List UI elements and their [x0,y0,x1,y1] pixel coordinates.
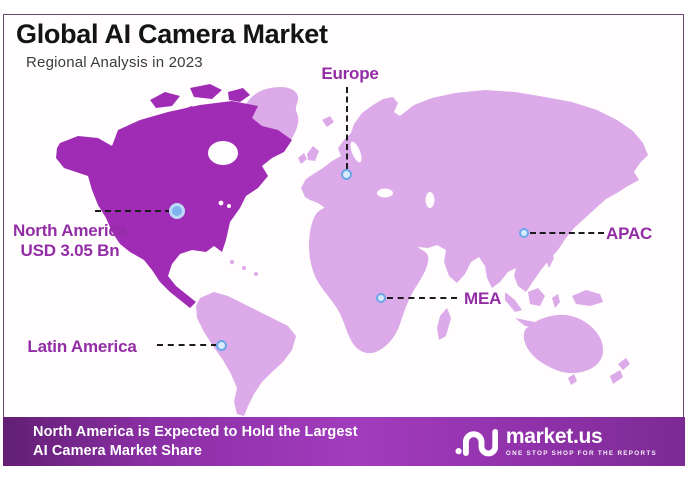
region-sumatra [505,292,522,312]
region-madagascar [437,308,451,340]
region-japan-south [562,206,571,220]
page-subtitle: Regional Analysis in 2023 [26,53,203,71]
region-australia [523,314,604,373]
region-sakhalin [584,165,592,188]
map-marker-mea [376,293,386,303]
region-caribbean-2 [242,266,246,270]
header: Global AI Camera Market Regional Analysi… [16,19,328,71]
leader-line-mea [387,297,457,299]
market-us-logo-icon [455,428,498,456]
region-ireland [298,153,307,164]
map-marker-north-america [169,203,185,219]
baltic-sea [350,141,362,163]
leader-line-apac [530,232,604,234]
region-sulawesi [552,294,560,308]
page-title: Global AI Camera Market [16,19,328,49]
region-philippines [545,250,554,268]
region-africa [309,203,429,354]
region-arctic-islands-5 [210,102,230,116]
banner-message-line2: AI Camera Market Share [33,442,203,459]
callout-mea: MEA [464,289,514,309]
region-arctic-islands-2 [190,84,222,99]
region-arctic-islands-1 [150,92,180,108]
region-iceland [322,116,334,127]
region-south-america [196,292,296,416]
callout-latin-america-label: Latin America [27,337,137,356]
region-caribbean-1 [229,259,235,265]
region-nz-north [618,358,630,370]
region-caribbean-3 [254,272,258,276]
region-borneo [528,288,545,306]
banner-message: North America is Expected to Hold the La… [3,423,454,460]
great-lake-1 [218,200,224,206]
map-marker-apac [519,228,529,238]
map-marker-europe [341,169,352,180]
callout-north-america: North America USD 3.05 Bn [6,221,134,262]
region-uk [307,146,319,161]
brand-name: market.us [505,425,603,448]
callout-europe-label: Europe [321,64,379,83]
leader-line-latin-america [157,344,217,346]
brand-tagline: ONE STOP SHOP FOR THE REPORTS [505,450,657,457]
callout-north-america-value: USD 3.05 Bn [20,241,120,261]
callout-apac-label: APAC [606,224,653,243]
caspian-sea [425,192,435,208]
region-tasmania [568,374,577,385]
callout-europe: Europe [300,64,400,84]
callout-apac: APAC [606,224,666,244]
leader-line-north-america [95,210,171,212]
brand-text: market.us ONE STOP SHOP FOR THE REPORTS [506,426,657,457]
callout-mea-label: MEA [464,289,502,308]
region-new-guinea [572,290,603,306]
brand-lockup: market.us ONE STOP SHOP FOR THE REPORTS [454,424,685,460]
key-takeaway-banner: North America is Expected to Hold the La… [3,417,685,466]
hudson-bay [208,141,238,165]
callout-latin-america: Latin America [20,337,144,357]
great-lake-2 [227,204,231,208]
black-sea [377,188,393,198]
region-japan-north [568,188,580,210]
region-arctic-islands-3 [228,88,250,102]
region-kamchatka [588,140,604,176]
region-nz-south [610,370,623,384]
banner-message-line1: North America is Expected to Hold the La… [33,423,358,440]
region-arctic-islands-4 [175,106,200,121]
leader-line-europe [346,87,348,169]
map-marker-latin-america [216,340,227,351]
callout-north-america-label: North America [13,221,127,240]
